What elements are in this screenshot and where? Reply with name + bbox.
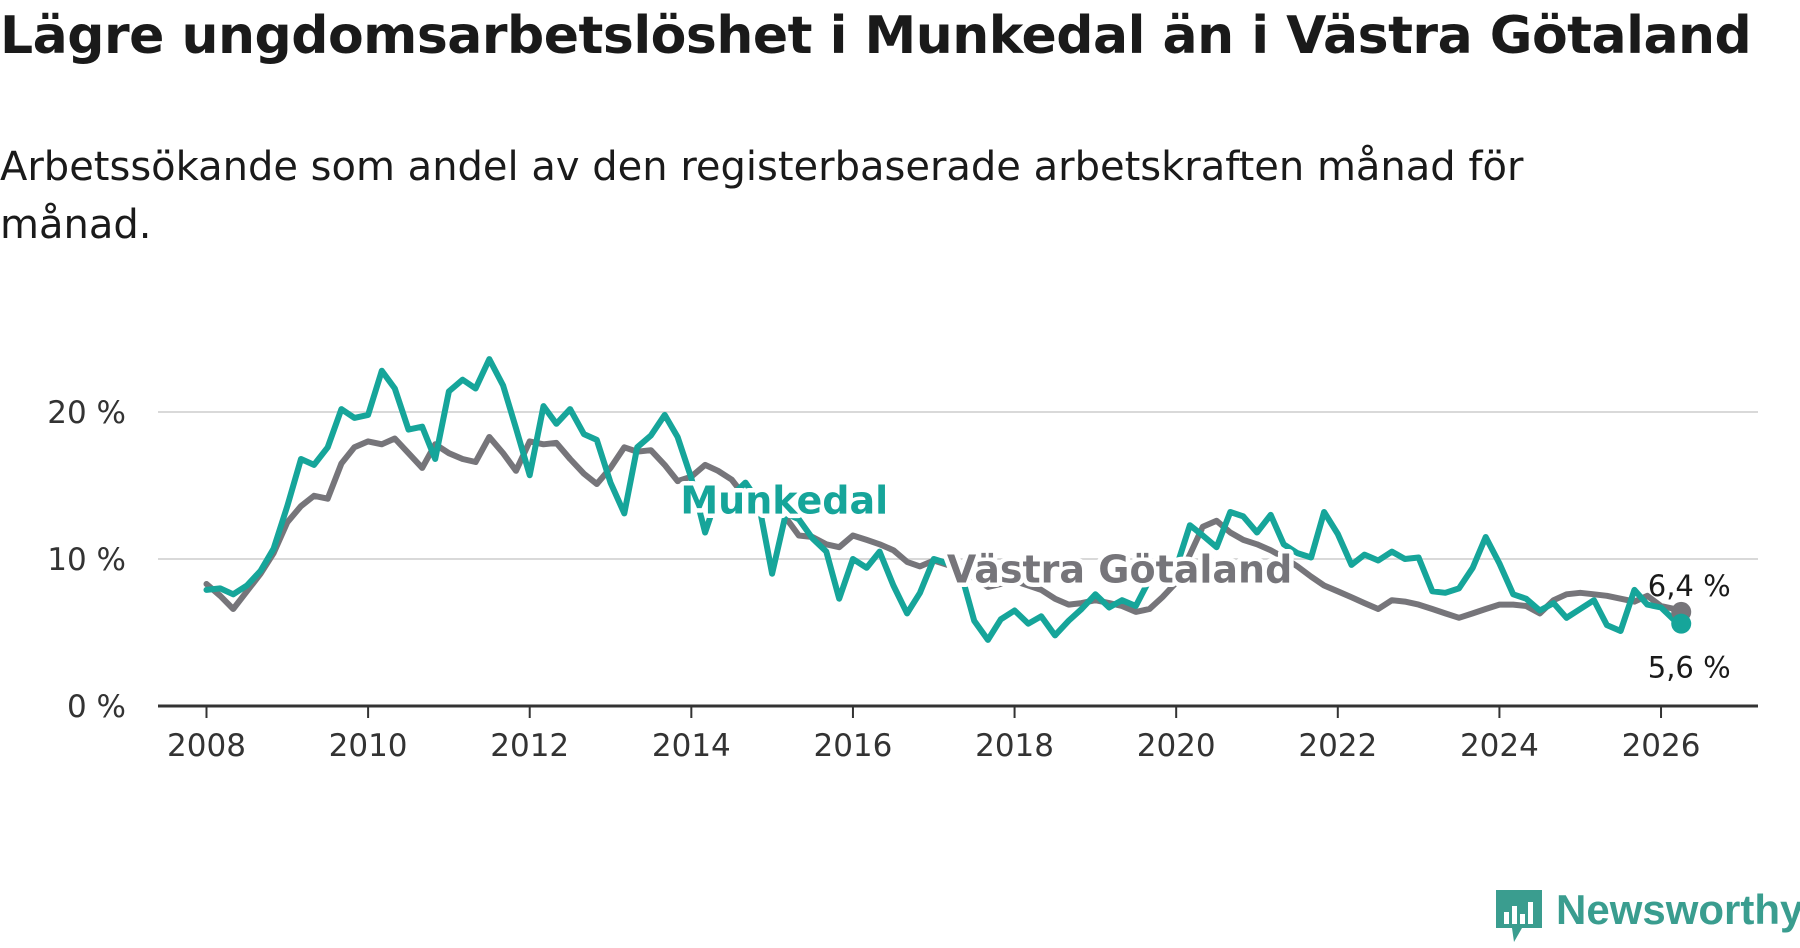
x-tick-label: 2008 xyxy=(167,728,246,764)
x-tick-label: 2026 xyxy=(1622,728,1701,764)
logo-text: Newsworthy xyxy=(1556,886,1800,933)
x-tick-label: 2010 xyxy=(329,728,408,764)
y-tick-label: 0 % xyxy=(67,689,126,725)
series-label-halo: Västra Götaland xyxy=(947,548,1292,592)
x-tick-label: 2018 xyxy=(975,728,1054,764)
newsworthy-bar-chart-icon xyxy=(1496,890,1542,942)
x-tick-label: 2022 xyxy=(1298,728,1377,764)
series-label-halo: Munkedal xyxy=(680,478,888,522)
x-axis: 2008 2010 2012 2014 2016 2018 2020 2022 2024 2026 xyxy=(158,704,1758,764)
x-tick-label: 2016 xyxy=(813,728,892,764)
y-axis: 0 % 10 % 20 % xyxy=(47,395,126,725)
newsworthy-logo: Newsworthy xyxy=(1484,884,1800,948)
grid-lines xyxy=(158,411,1758,560)
x-tick-label: 2024 xyxy=(1460,728,1539,764)
x-tick-label: 2014 xyxy=(652,728,731,764)
chart-subtitle: Arbetssökande som andel av den registerb… xyxy=(0,144,1524,248)
series-label-vastra-gotaland: Västra Götaland xyxy=(947,548,1292,592)
series-label-munkedal: Munkedal xyxy=(680,478,888,522)
end-value-label: 5,6 % xyxy=(1648,651,1731,685)
y-tick-label: 10 % xyxy=(47,542,126,578)
end-value-label: 6,4 % xyxy=(1648,569,1731,603)
series-line-munkedal xyxy=(203,356,1685,643)
x-tick-label: 2012 xyxy=(490,728,569,764)
y-tick-label: 20 % xyxy=(47,395,126,431)
chart-title: Lägre ungdomsarbetslöshet i Munkedal än … xyxy=(0,6,1752,66)
x-tick-label: 2020 xyxy=(1137,728,1216,764)
end-point-marker xyxy=(1671,613,1692,634)
series-lines xyxy=(203,356,1692,643)
